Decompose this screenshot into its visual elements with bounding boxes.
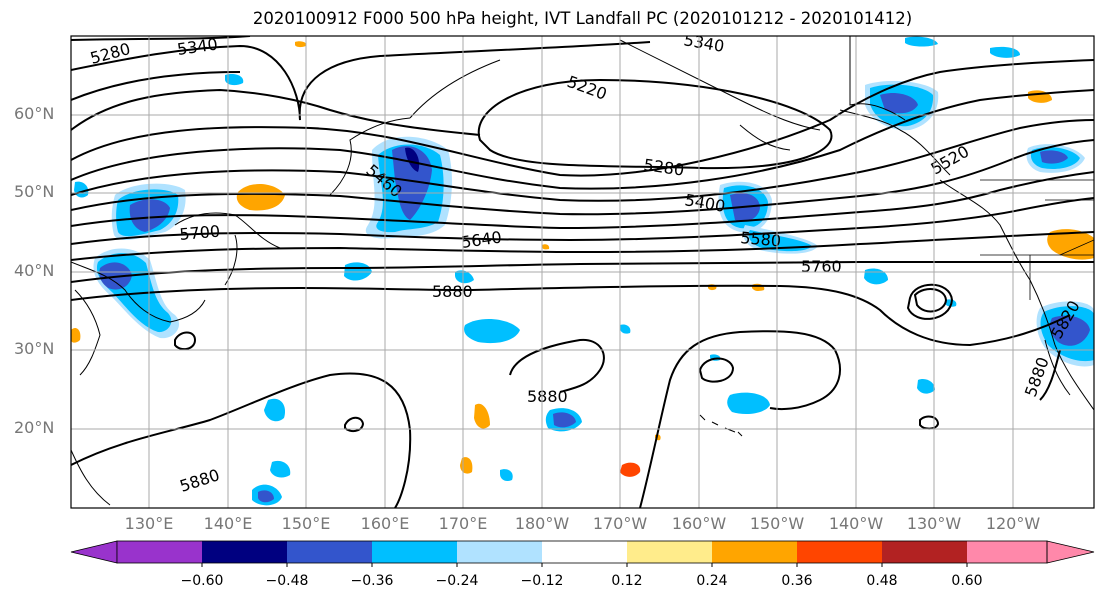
contour-label: 5700 <box>179 222 221 244</box>
longitude-label: 170°E <box>438 514 488 533</box>
contour-label: 5880 <box>432 282 473 301</box>
colorbar-tick-label: −0.48 <box>265 573 309 589</box>
colorbar-tick-label: 0.60 <box>951 573 983 589</box>
longitude-label: 130°E <box>124 514 174 533</box>
map-title: 2020100912 F000 500 hPa height, IVT Land… <box>252 9 913 28</box>
colorbar-tick-label: −0.12 <box>520 573 564 589</box>
colorbar-tick-label: 0.24 <box>696 573 728 589</box>
latitude-label: 30°N <box>14 339 55 358</box>
longitude-label: 160°E <box>360 514 410 533</box>
longitude-label: 140°W <box>828 514 884 533</box>
colorbar-extend-low <box>70 540 118 564</box>
contour-label: 5880 <box>527 387 568 406</box>
colorbar <box>70 540 1095 567</box>
longitude-label: 140°E <box>203 514 253 533</box>
longitude-label: 170°W <box>592 514 648 533</box>
colorbar-tick-label: −0.36 <box>350 573 394 589</box>
longitude-label: 130°W <box>906 514 962 533</box>
contour-label: 5580 <box>740 228 782 250</box>
latitude-label: 40°N <box>14 261 55 280</box>
contour-label: 5760 <box>801 257 842 276</box>
longitude-label: 160°W <box>671 514 727 533</box>
longitude-label: 120°W <box>985 514 1041 533</box>
graticule <box>71 36 1094 508</box>
colorbar-extend-high <box>1046 540 1095 564</box>
map-frame <box>70 35 1095 509</box>
longitude-label: 180°W <box>514 514 570 533</box>
latitude-label: 20°N <box>14 418 55 437</box>
colorbar-tick-label: 0.12 <box>611 573 643 589</box>
longitude-label: 150°E <box>281 514 331 533</box>
colorbar-tick-label: −0.24 <box>435 573 479 589</box>
colorbar-tick-label: 0.48 <box>866 573 898 589</box>
latitude-label: 50°N <box>14 182 55 201</box>
height-contours <box>71 36 1094 508</box>
contour-label: 5340 <box>176 34 219 58</box>
longitude-label: 150°W <box>749 514 805 533</box>
latitude-label: 60°N <box>14 104 55 123</box>
colorbar-tick-label: 0.36 <box>781 573 813 589</box>
colorbar-tick-label: −0.60 <box>180 573 224 589</box>
